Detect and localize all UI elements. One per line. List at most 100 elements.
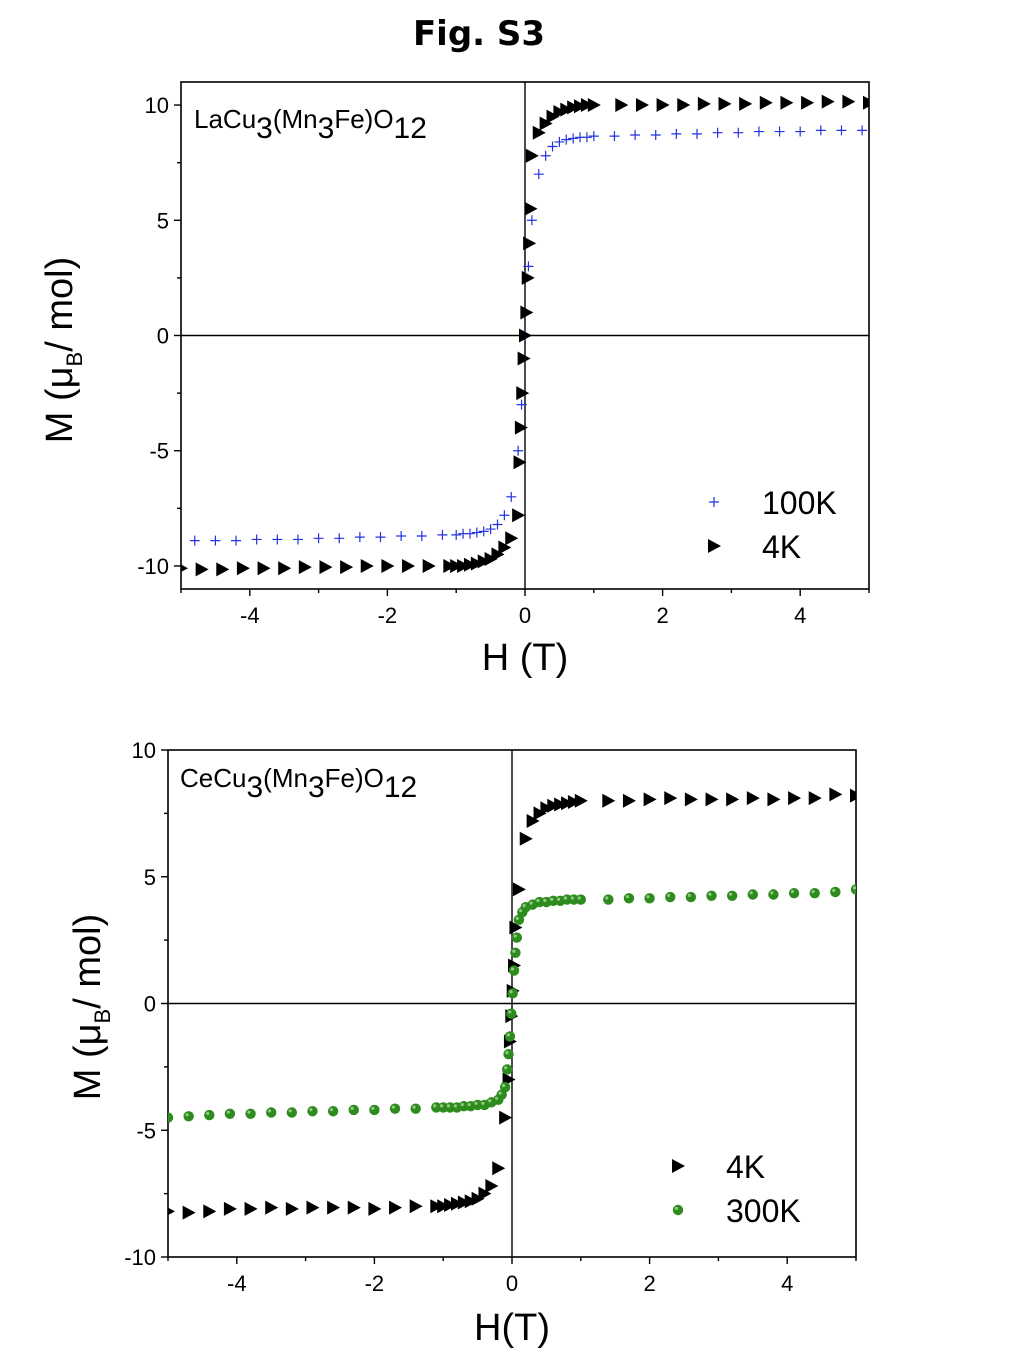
y-axis-label-part: / mol) [67, 914, 109, 1009]
data-point [272, 534, 283, 545]
data-point [516, 386, 530, 401]
data-point [444, 1198, 458, 1213]
data-point [513, 445, 524, 456]
data-point [526, 215, 537, 226]
data-point [602, 793, 616, 808]
data-point [746, 791, 760, 806]
data-point [809, 888, 820, 899]
data-point [508, 965, 520, 976]
data-point [396, 530, 407, 541]
data-point [520, 305, 534, 320]
legend-marker [672, 1159, 685, 1173]
data-point-highlight [556, 897, 561, 901]
y-axis-label-mu: μ [67, 1023, 109, 1045]
data-point [471, 1191, 485, 1206]
data-point-highlight [467, 1102, 471, 1107]
data-point [574, 793, 588, 808]
data-point [588, 131, 599, 142]
y-tick-label: 10 [132, 738, 156, 763]
data-point [684, 792, 698, 807]
data-point [644, 893, 655, 904]
data-point [706, 890, 717, 901]
series-4k [168, 787, 856, 1220]
data-point [821, 94, 835, 109]
data-point [471, 527, 482, 538]
data-point [307, 1106, 318, 1117]
data-point [677, 98, 691, 113]
data-point-highlight [749, 891, 753, 895]
data-point [347, 1200, 361, 1215]
x-tick-label: 0 [506, 1271, 518, 1296]
data-point [526, 813, 540, 828]
data-point-highlight [605, 896, 609, 900]
data-point [635, 98, 649, 113]
data-point [767, 792, 781, 807]
data-point-highlight [268, 1109, 272, 1113]
data-point-highlight [667, 893, 671, 898]
data-point [842, 94, 856, 109]
data-point-highlight [563, 896, 568, 900]
data-point [665, 891, 676, 903]
data-point [587, 98, 601, 113]
data-point [671, 128, 682, 139]
data-point [561, 134, 572, 145]
data-point-highlight [687, 893, 691, 898]
y-axis-label-subscript: B [62, 352, 87, 367]
data-point [389, 1200, 403, 1215]
data-point-highlight [412, 1105, 416, 1109]
data-point [464, 1194, 478, 1209]
data-point-highlight [646, 895, 650, 899]
y-tick-label: 0 [157, 324, 169, 349]
data-point [650, 130, 661, 141]
data-point-highlight [474, 1101, 478, 1105]
data-point-highlight [481, 1101, 485, 1105]
x-tick-label: -4 [227, 1271, 247, 1296]
data-point [513, 455, 527, 470]
data-point-highlight [206, 1111, 210, 1116]
data-point [519, 831, 533, 846]
legend: 100K 4K [708, 485, 837, 565]
data-point [712, 127, 723, 138]
data-point [525, 148, 539, 163]
data-point [181, 564, 188, 573]
data-point [499, 510, 510, 521]
data-point [485, 524, 496, 535]
data-point-highlight [512, 949, 516, 953]
data-point [168, 1112, 174, 1123]
data-point-highlight [790, 890, 795, 894]
data-point-highlight [329, 1108, 334, 1112]
data-point [532, 125, 546, 140]
y-axis-label: M (μB/ mol) [39, 257, 87, 443]
data-point [609, 131, 620, 142]
y-tick-label: 0 [144, 992, 156, 1017]
data-point [523, 236, 537, 251]
x-tick-label: 0 [519, 603, 531, 628]
data-point [692, 128, 702, 139]
data-point-highlight [453, 1104, 457, 1108]
data-point [547, 141, 558, 152]
data-point [506, 491, 517, 502]
data-point-highlight [371, 1106, 375, 1110]
data-point [422, 558, 436, 573]
data-point-highlight [536, 898, 540, 903]
data-point [514, 420, 528, 435]
data-point [623, 893, 635, 904]
data-point-highlight [513, 934, 517, 938]
data-point [857, 125, 868, 136]
y-axis-label-subscript: B [90, 1009, 115, 1024]
data-point [830, 886, 841, 898]
legend-marker [709, 497, 719, 507]
data-point [478, 526, 489, 537]
data-point-highlight [488, 1099, 492, 1103]
data-point [491, 547, 505, 562]
data-point [286, 1107, 298, 1118]
data-point [437, 1199, 451, 1214]
data-point [519, 328, 532, 343]
data-point [553, 104, 567, 119]
data-point [168, 1207, 175, 1216]
y-axis-label: M (μB/ mol) [67, 914, 115, 1100]
data-point-highlight [501, 1083, 506, 1088]
compound-label-part: (Mn [263, 763, 308, 793]
data-point [580, 98, 594, 113]
